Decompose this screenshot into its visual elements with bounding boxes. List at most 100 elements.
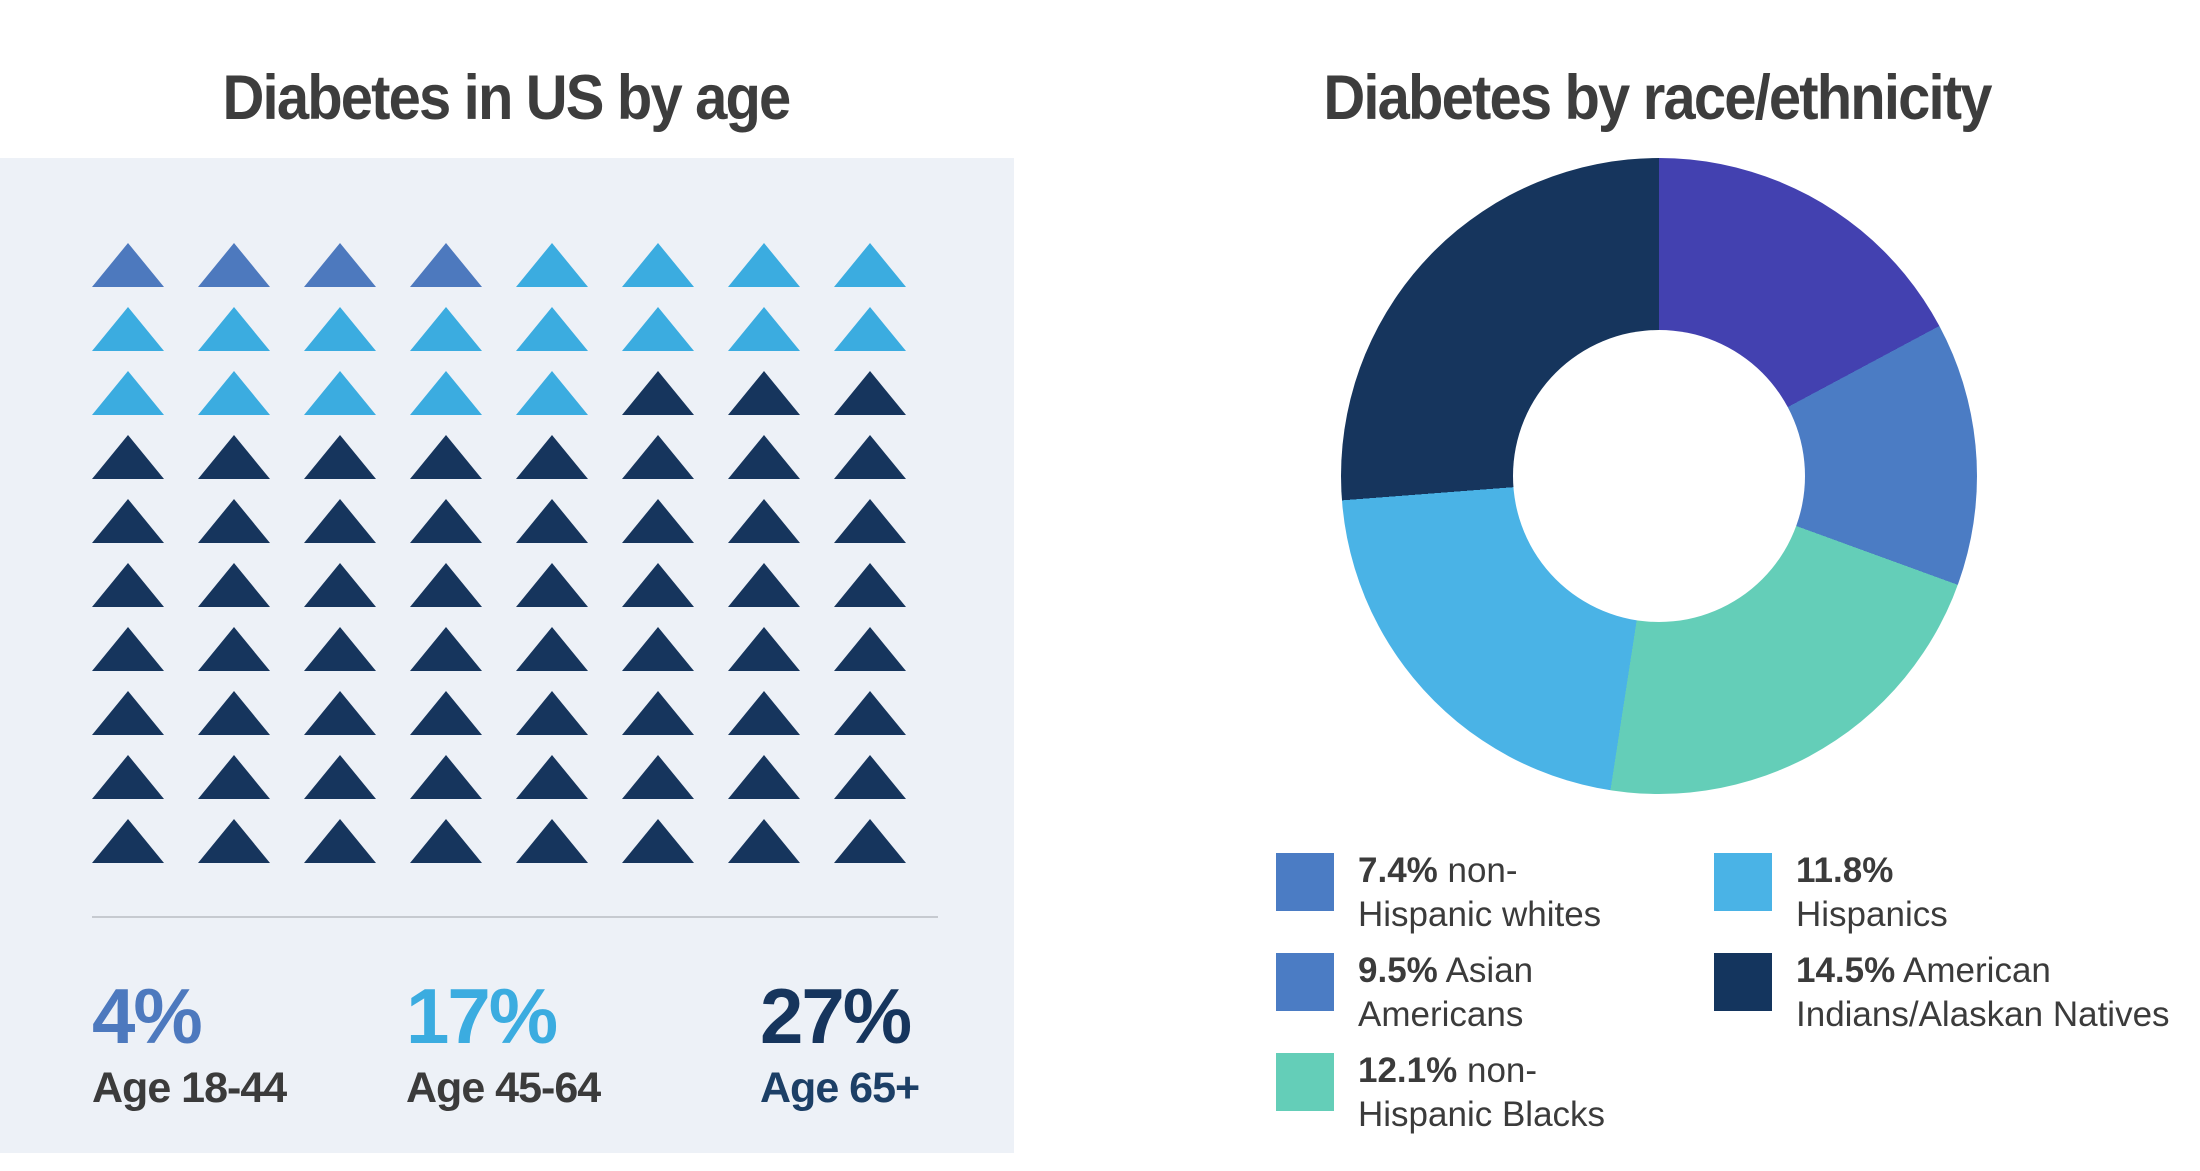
triangle-icon — [834, 627, 906, 671]
triangle-icon — [92, 371, 164, 415]
race-chart-title: Diabetes by race/ethnicity — [1323, 63, 1992, 134]
triangle-icon — [92, 755, 164, 799]
triangle-icon — [622, 435, 694, 479]
legend-label: 11.8% Hispanics — [1796, 851, 1948, 934]
age-stat-label: Age 18-44 — [92, 1063, 287, 1112]
triangle-icon — [516, 627, 588, 671]
triangle-icon — [304, 755, 376, 799]
triangle-icon — [198, 243, 270, 287]
triangle-icon — [410, 243, 482, 287]
legend-percent: 7.4% — [1358, 851, 1438, 890]
triangle-icon — [304, 243, 376, 287]
triangle-icon — [728, 499, 800, 543]
triangle-icon — [198, 499, 270, 543]
legend-percent: 9.5% — [1358, 951, 1438, 990]
triangle-icon — [834, 499, 906, 543]
triangle-icon — [410, 755, 482, 799]
triangle-icon — [304, 691, 376, 735]
triangle-icon — [410, 627, 482, 671]
legend-percent: 12.1% — [1358, 1051, 1458, 1090]
triangle-icon — [410, 307, 482, 351]
legend-item: 9.5% Asian Americans — [1276, 951, 1533, 1037]
triangle-icon — [622, 243, 694, 287]
triangle-icon — [622, 627, 694, 671]
triangle-icon — [198, 563, 270, 607]
age-stat-label: Age 45-64 — [406, 1063, 601, 1112]
triangle-icon — [198, 819, 270, 863]
triangle-icon — [92, 819, 164, 863]
legend-swatch — [1714, 953, 1772, 1011]
triangle-icon — [728, 755, 800, 799]
triangle-icon — [92, 435, 164, 479]
triangle-icon — [834, 243, 906, 287]
age-stat: 17% Age 45-64 — [406, 972, 601, 1113]
legend-label: 7.4% non- Hispanic whites — [1358, 851, 1602, 934]
age-stat-percent: 17% — [406, 972, 558, 1060]
triangle-icon — [304, 435, 376, 479]
legend-swatch — [1276, 1053, 1334, 1111]
legend-item: 14.5% American Indians/Alaskan Natives — [1714, 951, 2170, 1037]
triangle-icon — [198, 755, 270, 799]
triangle-icon — [92, 499, 164, 543]
triangle-icon — [304, 819, 376, 863]
triangle-icon — [516, 755, 588, 799]
triangle-icon — [516, 691, 588, 735]
legend-swatch — [1276, 953, 1334, 1011]
triangle-icon — [198, 307, 270, 351]
triangle-icon — [304, 627, 376, 671]
triangle-icon — [834, 819, 906, 863]
triangle-icon — [834, 307, 906, 351]
triangle-icon — [622, 691, 694, 735]
triangle-icon — [92, 627, 164, 671]
triangle-icon — [622, 755, 694, 799]
triangle-icon — [198, 627, 270, 671]
age-stat-label: Age 65+ — [760, 1063, 920, 1112]
triangle-icon — [834, 371, 906, 415]
age-stat: 4% Age 18-44 — [92, 975, 287, 1113]
triangle-icon — [516, 435, 588, 479]
triangle-icon — [410, 819, 482, 863]
triangle-icon — [834, 435, 906, 479]
triangle-icon — [304, 371, 376, 415]
triangle-icon — [410, 371, 482, 415]
triangle-icon — [410, 435, 482, 479]
legend-item: 11.8% Hispanics — [1714, 851, 1948, 937]
triangle-icon — [516, 243, 588, 287]
triangle-icon — [92, 243, 164, 287]
triangle-icon — [304, 307, 376, 351]
triangle-icon — [516, 563, 588, 607]
triangle-icon — [516, 307, 588, 351]
divider-line — [92, 916, 938, 918]
triangle-icon — [92, 691, 164, 735]
triangle-icon — [728, 563, 800, 607]
triangle-icon — [728, 243, 800, 287]
legend-item: 7.4% non- Hispanic whites — [1276, 851, 1601, 937]
triangle-icon — [834, 691, 906, 735]
legend-swatch — [1276, 853, 1334, 911]
legend-percent: 14.5% — [1796, 951, 1896, 990]
age-chart-title: Diabetes in US by age — [222, 63, 792, 134]
triangle-icon — [410, 563, 482, 607]
triangle-icon — [304, 563, 376, 607]
triangle-icon — [728, 371, 800, 415]
triangle-icon — [622, 307, 694, 351]
triangle-icon — [622, 819, 694, 863]
triangle-icon — [834, 563, 906, 607]
triangle-icon — [516, 499, 588, 543]
legend-swatch — [1714, 853, 1772, 911]
triangle-icon — [834, 755, 906, 799]
legend-label: 9.5% Asian Americans — [1358, 951, 1534, 1034]
donut-chart — [1341, 158, 1977, 794]
triangle-icon — [198, 691, 270, 735]
legend-item: 12.1% non- Hispanic Blacks — [1276, 1051, 1605, 1137]
legend-label: 12.1% non- Hispanic Blacks — [1358, 1051, 1606, 1134]
triangle-icon — [410, 499, 482, 543]
triangle-icon — [728, 691, 800, 735]
triangle-icon — [198, 435, 270, 479]
triangle-icon — [622, 499, 694, 543]
legend-percent: 11.8% — [1796, 851, 1894, 890]
age-chart-panel: 4% Age 18-44 17% Age 45-64 27% Age 65+ — [0, 158, 1014, 1153]
triangle-icon — [92, 563, 164, 607]
age-stat-percent: 27% — [760, 972, 912, 1060]
